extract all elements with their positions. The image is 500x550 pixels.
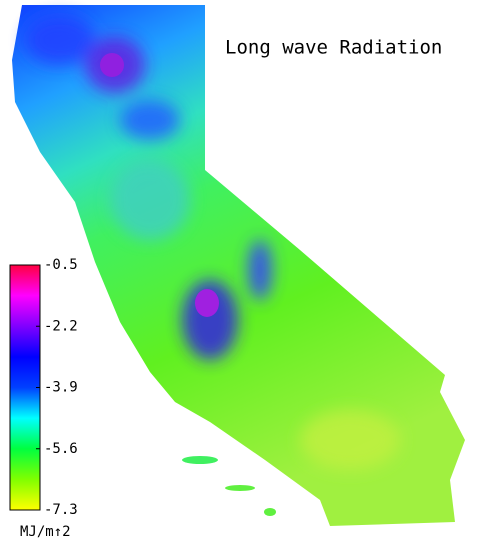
colorbar-tick-label: -5.6	[44, 441, 78, 457]
state-shape	[12, 5, 465, 526]
colorbar-fill	[9, 264, 41, 511]
colorbar-unit: MJ/m↑2	[20, 524, 71, 540]
colorbar-tick-label: -2.2	[44, 318, 78, 334]
colorbar-tick-label: -3.9	[44, 380, 78, 396]
map-title: Long wave Radiation	[225, 37, 442, 59]
colorbar-tick-label: -7.3	[44, 502, 78, 518]
colorbar-tick-label: -0.5	[44, 257, 78, 273]
colorbar: -0.5 -2.2 -3.9 -5.6 -7.3 MJ/m↑2	[9, 257, 78, 540]
